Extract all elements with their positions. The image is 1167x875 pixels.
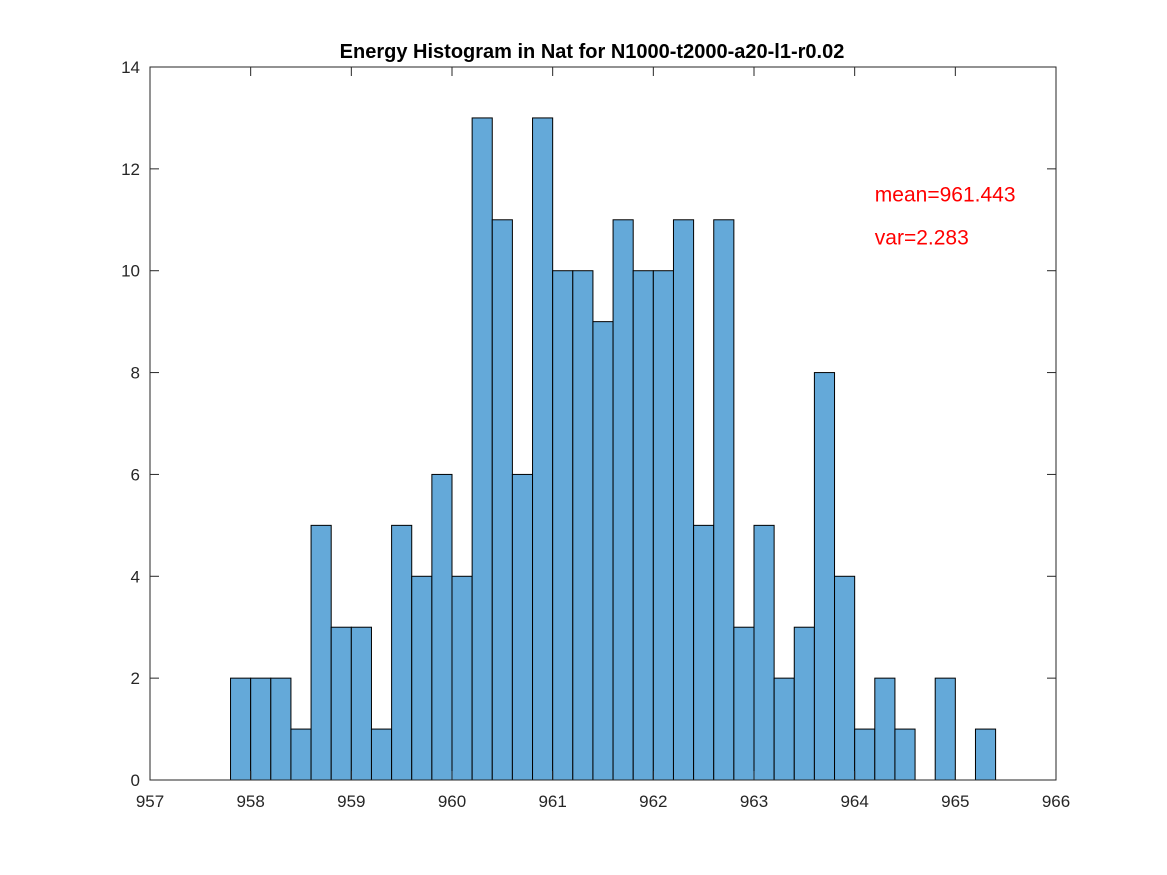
- histogram-bar: [652, 270, 674, 781]
- plot-area-border: [149, 66, 1057, 781]
- histogram-bar: [270, 677, 292, 781]
- histogram-bar: [894, 728, 916, 781]
- x-axis: 957 958 959 960 961 962 963 964 965 966: [136, 67, 1070, 811]
- histogram-bar: [733, 626, 755, 781]
- histogram-bar: [612, 219, 634, 781]
- histogram-bar: [532, 117, 554, 781]
- histogram-bar: [471, 117, 493, 781]
- histogram-bar: [854, 728, 876, 781]
- histogram-bar: [874, 677, 896, 781]
- x-tick-label: 965: [941, 792, 969, 811]
- histogram-bar: [773, 677, 795, 781]
- chart-title: Energy Histogram in Nat for N1000-t2000-…: [340, 41, 845, 63]
- x-tick-label: 958: [236, 792, 264, 811]
- histogram-bar: [713, 219, 735, 781]
- y-axis: 0 2 4 6 8 10 12 14: [121, 58, 1056, 790]
- y-tick-label: 2: [131, 669, 140, 688]
- histogram-bar: [491, 219, 513, 781]
- y-tick-label: 12: [121, 160, 140, 179]
- x-tick-label: 966: [1042, 792, 1070, 811]
- histogram-bar: [391, 524, 413, 781]
- x-tick-label: 959: [337, 792, 365, 811]
- histogram-bar: [411, 575, 433, 781]
- y-tick-label: 8: [131, 364, 140, 383]
- histogram-bar: [552, 270, 574, 781]
- annotation-text: mean=961.443: [875, 183, 1016, 206]
- histogram-bar: [330, 626, 352, 781]
- x-tick-label: 961: [538, 792, 566, 811]
- x-tick-label: 964: [840, 792, 868, 811]
- histogram-bar: [592, 321, 614, 781]
- histogram-bar: [813, 372, 836, 781]
- histogram-bar: [974, 728, 997, 781]
- histogram-bar: [793, 626, 815, 781]
- histogram-bar: [370, 728, 393, 781]
- histogram-bar: [511, 473, 534, 781]
- annotations-group: mean=961.443 var=2.283: [875, 183, 1016, 249]
- x-tick-label: 963: [740, 792, 768, 811]
- histogram-bar: [310, 524, 332, 781]
- y-tick-label: 4: [131, 567, 140, 586]
- histogram-bar: [672, 219, 695, 781]
- histogram-bar: [632, 270, 654, 781]
- y-tick-label: 0: [131, 771, 140, 790]
- histogram-bar: [572, 270, 594, 781]
- histogram-bar: [290, 728, 312, 781]
- histogram-bar: [431, 473, 453, 781]
- y-tick-label: 10: [121, 262, 140, 281]
- y-tick-label: 6: [131, 465, 140, 484]
- histogram-bar: [230, 677, 252, 781]
- histogram-bar: [834, 575, 856, 781]
- y-tick-label: 14: [121, 58, 140, 77]
- histogram-bar: [934, 677, 956, 781]
- annotation-text: var=2.283: [875, 227, 969, 250]
- x-tick-label: 962: [639, 792, 667, 811]
- x-tick-label: 960: [438, 792, 466, 811]
- x-tick-label: 957: [136, 792, 164, 811]
- histogram-bar: [451, 575, 473, 781]
- histogram-bar: [250, 677, 272, 781]
- histogram-bar: [350, 626, 372, 781]
- bars-group: [230, 117, 997, 781]
- histogram-bar: [753, 524, 775, 781]
- histogram-bar: [693, 524, 715, 781]
